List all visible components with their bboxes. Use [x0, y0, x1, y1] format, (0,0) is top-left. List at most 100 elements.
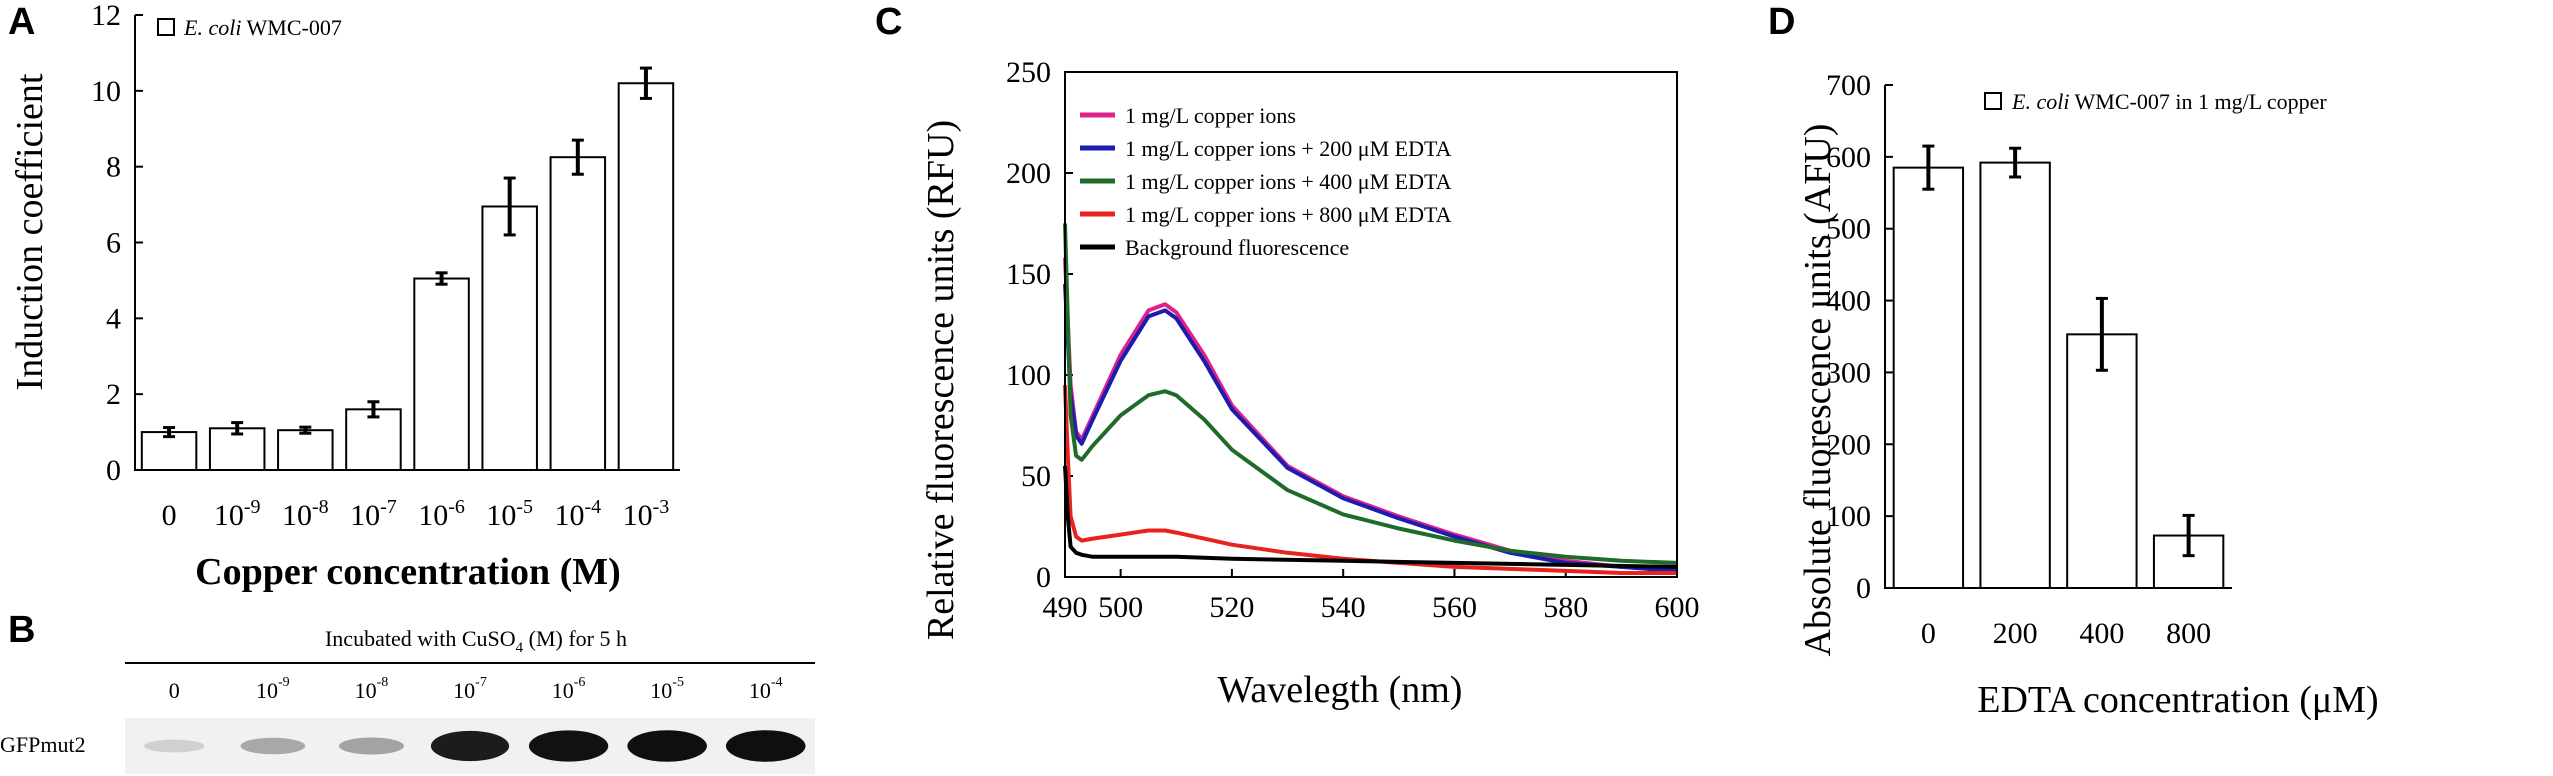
- panel-d-xticks: 0 200 400 800: [1921, 617, 2211, 650]
- panel-c-letter: C: [875, 1, 902, 43]
- panel-d-xtick-label: 400: [2079, 617, 2124, 650]
- panel-d-ytick-label: 200: [1826, 428, 1871, 461]
- panel-b-lane-label: 10-9: [256, 675, 290, 703]
- panel-c-yticks: 0 50 100 150 200 250: [1006, 56, 1073, 594]
- panel-d-xlabel: EDTA concentration (μM): [1977, 679, 2378, 721]
- panel-d: D Absolute fluorescence units (AFU) EDTA…: [1768, 1, 2379, 721]
- panel-b-lane-label: 10-8: [355, 675, 389, 703]
- panel-c-xlabel: Wavelegth (nm): [1218, 669, 1463, 711]
- panel-a-bar: [549, 156, 607, 471]
- panel-b-bands: [143, 730, 806, 762]
- panel-a-ytick-label: 10: [91, 75, 121, 108]
- panel-c-ylabel: Relative fluorescence units (RFU): [920, 120, 962, 640]
- panel-c-xtick-label: 600: [1655, 591, 1700, 624]
- panel-c-legend-label: 1 mg/L copper ions + 400 μM EDTA: [1125, 169, 1452, 194]
- panel-d-xtick-label: 800: [2166, 617, 2211, 650]
- panel-d-legend: E. coli WMC-007 in 1 mg/L copper: [1984, 89, 2327, 114]
- panel-a-ytick-label: 6: [106, 227, 121, 260]
- panel-a-xtick-label: 10-7: [350, 496, 397, 532]
- panel-a-xtick-label: 10-6: [418, 496, 465, 532]
- panel-c-legend-label: 1 mg/L copper ions + 200 μM EDTA: [1125, 136, 1452, 161]
- panel-c-series-line: [1063, 257, 1678, 573]
- panel-a-xlabel: Copper concentration (M): [195, 551, 621, 593]
- panel-d-letter: D: [1768, 1, 1795, 43]
- panel-b-letter: B: [8, 609, 35, 651]
- panel-c-xticks: 490 500 520 540 560 580 600: [1043, 569, 1700, 624]
- panel-b-title: Incubated with CuSO4 (M) for 5 h: [325, 626, 627, 656]
- panel-a-yticks: 0 2 4 6 8 10 12: [91, 0, 143, 487]
- panel-d-ytick-label: 700: [1826, 69, 1871, 102]
- panel-d-bars: [1892, 144, 2225, 590]
- panel-d-ytick-label: 300: [1826, 356, 1871, 389]
- panel-c-xtick-label: 560: [1432, 591, 1477, 624]
- panel-b-lane-label: 10-5: [650, 675, 684, 703]
- panel-a-xticks: 0 10-9 10-8 10-7 10-6 10-5 10-4 10-3: [162, 496, 670, 532]
- panel-a-bar: [140, 431, 198, 472]
- panel-c-ytick-label: 250: [1006, 56, 1051, 89]
- panel-c-ytick-label: 0: [1036, 561, 1051, 594]
- panel-a-xtick-label: 10-3: [623, 496, 670, 532]
- panel-d-xtick-label: 200: [1993, 617, 2038, 650]
- panel-c-series-line: [1063, 223, 1678, 565]
- panel-b-band: [143, 739, 205, 753]
- panel-a-letter: A: [8, 1, 35, 43]
- panel-d-ytick-label: 0: [1856, 572, 1871, 605]
- panel-c-xtick-label: 520: [1209, 591, 1254, 624]
- panel-a-xtick-label: 10-9: [214, 496, 261, 532]
- panel-a-bars: [140, 66, 675, 472]
- panel-d-xtick-label: 0: [1921, 617, 1936, 650]
- panel-b-lane-label: 10-4: [749, 675, 783, 703]
- panel-d-ytick-label: 500: [1826, 213, 1871, 246]
- panel-c-ytick-label: 200: [1006, 157, 1051, 190]
- panel-d-ytick-label: 400: [1826, 285, 1871, 318]
- panel-b-lane-label: 10-7: [453, 675, 487, 703]
- panel-c-plot-frame: [1064, 71, 1678, 578]
- panel-c-series-line: [1063, 283, 1678, 573]
- panel-d-ytick-label: 100: [1826, 500, 1871, 533]
- panel-b-band: [338, 737, 404, 755]
- panel-a-ylabel: Induction coefficient: [9, 73, 51, 390]
- panel-a-ytick-label: 12: [91, 0, 121, 32]
- panel-c-legend: 1 mg/L copper ions 1 mg/L copper ions + 2…: [1080, 103, 1452, 260]
- panel-d-legend-label: E. coli WMC-007 in 1 mg/L copper: [2011, 89, 2327, 114]
- panel-a: A Induction coefficient Copper concentra…: [8, 0, 680, 593]
- panel-d-bar: [2066, 333, 2138, 590]
- panel-a-xtick-label: 10-8: [282, 496, 329, 532]
- panel-b-band: [528, 730, 609, 762]
- panel-c: C Relative fluorescence units (RFU) Wave…: [875, 1, 1700, 711]
- panel-a-ytick-label: 8: [106, 151, 121, 184]
- panel-b-band: [627, 730, 707, 762]
- panel-a-ytick-label: 0: [106, 454, 121, 487]
- panel-d-ytick-label: 600: [1826, 141, 1871, 174]
- panel-b-band: [430, 730, 510, 762]
- panel-a-xtick-label: 10-4: [554, 496, 601, 532]
- panel-b: B Incubated with CuSO4 (M) for 5 h 0 10-9…: [0, 609, 815, 774]
- panel-c-legend-label: 1 mg/L copper ions: [1125, 103, 1296, 128]
- panel-a-xtick-label: 10-5: [486, 496, 533, 532]
- panel-a-legend-label: E. coli WMC-007: [183, 15, 342, 40]
- legend-open-square-icon: [157, 18, 175, 36]
- panel-c-ytick-label: 100: [1006, 359, 1051, 392]
- panel-c-series-line: [1063, 465, 1678, 569]
- panel-c-ytick-label: 150: [1006, 258, 1051, 291]
- panel-a-legend: E. coli WMC-007: [157, 15, 342, 40]
- panel-d-ylabel: Absolute fluorescence units (AFU): [1797, 124, 1839, 657]
- panel-c-xtick-label: 540: [1321, 591, 1366, 624]
- panel-a-bar: [413, 277, 470, 472]
- panel-b-lane-labels: 0 10-9 10-8 10-7 10-6 10-5 10-4: [169, 675, 783, 703]
- panel-c-legend-label: Background fluorescence: [1125, 235, 1349, 260]
- panel-b-lane-label: 0: [169, 678, 180, 703]
- panel-a-ytick-label: 4: [106, 302, 121, 335]
- panel-b-lane-label: 10-6: [552, 675, 586, 703]
- panel-c-series: [1063, 223, 1678, 575]
- panel-c-xtick-label: 490: [1043, 591, 1088, 624]
- panel-a-bar: [481, 205, 538, 472]
- panel-a-bar: [617, 82, 675, 471]
- legend-open-square-icon: [1984, 92, 2002, 110]
- panel-d-bar: [1979, 161, 2051, 589]
- panel-a-bar: [345, 408, 402, 472]
- panel-b-band-label: GFPmut2: [0, 732, 86, 757]
- panel-d-yticks: 0 100 200 300 400 500 600 700: [1826, 69, 1893, 605]
- panel-c-xtick-label: 580: [1543, 591, 1588, 624]
